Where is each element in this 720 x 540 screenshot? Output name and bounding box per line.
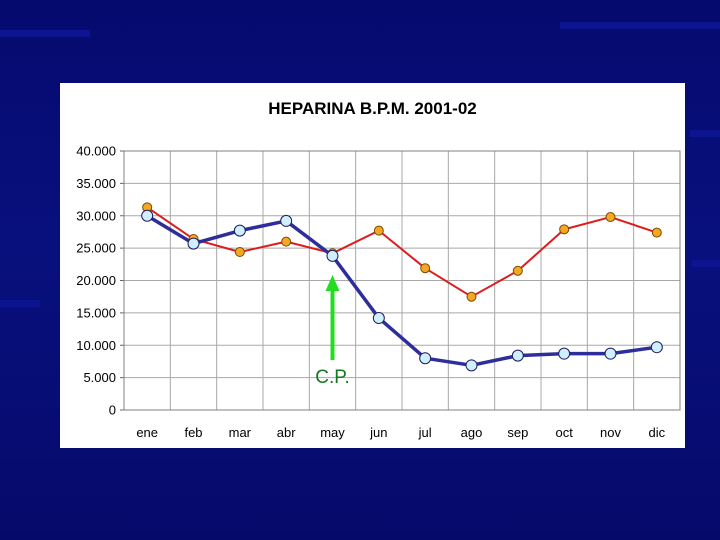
data-point (559, 224, 570, 235)
data-point (558, 347, 571, 360)
y-tick-label: 10.000 (76, 338, 116, 353)
data-point (511, 349, 524, 362)
data-point (605, 212, 616, 223)
y-tick-label: 40.000 (76, 144, 116, 159)
data-point (512, 265, 523, 276)
x-tick-label: ene (136, 425, 158, 440)
plot-area-frame (123, 150, 681, 411)
background-stripe (690, 130, 720, 137)
series-line (146, 206, 658, 298)
data-point (141, 209, 154, 222)
y-tick-label: 0 (109, 403, 116, 418)
data-point (651, 227, 662, 238)
y-tick-label: 20.000 (76, 273, 116, 288)
background-stripe (560, 22, 720, 29)
data-point (373, 225, 384, 236)
data-point (281, 236, 292, 247)
background-stripe (692, 260, 720, 267)
y-tick-label: 5.000 (83, 370, 116, 385)
annotation-arrow-head (325, 275, 340, 291)
x-tick-label: jul (418, 425, 432, 440)
background-stripe (0, 30, 90, 37)
x-tick-label: jun (369, 425, 387, 440)
line-chart: 40.000 35.000 30.000 25.000 20.000 15.000 10.0… (76, 144, 681, 440)
data-point (233, 224, 246, 237)
data-point (372, 312, 385, 325)
data-point (420, 263, 431, 274)
chart-title: HEPARINA B.P.M. 2001-02 (268, 99, 477, 118)
chart-panel: HEPARINA B.P.M. 2001-02 40.000 35.000 30.0… (60, 83, 685, 448)
y-tick-label: 15.000 (76, 305, 116, 320)
x-tick-label: nov (600, 425, 621, 440)
x-tick-label: ago (461, 425, 483, 440)
y-tick-label: 25.000 (76, 241, 116, 256)
series-line (146, 214, 658, 368)
data-point (280, 214, 293, 227)
x-tick-label: may (320, 425, 345, 440)
background-stripe (0, 300, 40, 307)
x-tick-label: feb (184, 425, 202, 440)
data-point (419, 352, 432, 365)
x-tick-label: dic (649, 425, 666, 440)
data-point (465, 359, 478, 372)
data-point (234, 247, 245, 258)
x-tick-label: abr (277, 425, 296, 440)
data-point (187, 237, 200, 250)
x-tick-label: oct (555, 425, 573, 440)
data-point (466, 291, 477, 302)
x-tick-label: sep (507, 425, 528, 440)
x-tick-label: mar (229, 425, 252, 440)
data-point (650, 341, 663, 354)
data-point (326, 249, 339, 262)
data-point (604, 347, 617, 360)
y-tick-label: 35.000 (76, 176, 116, 191)
annotation-label: C.P. (315, 367, 350, 388)
y-tick-label: 30.000 (76, 208, 116, 223)
